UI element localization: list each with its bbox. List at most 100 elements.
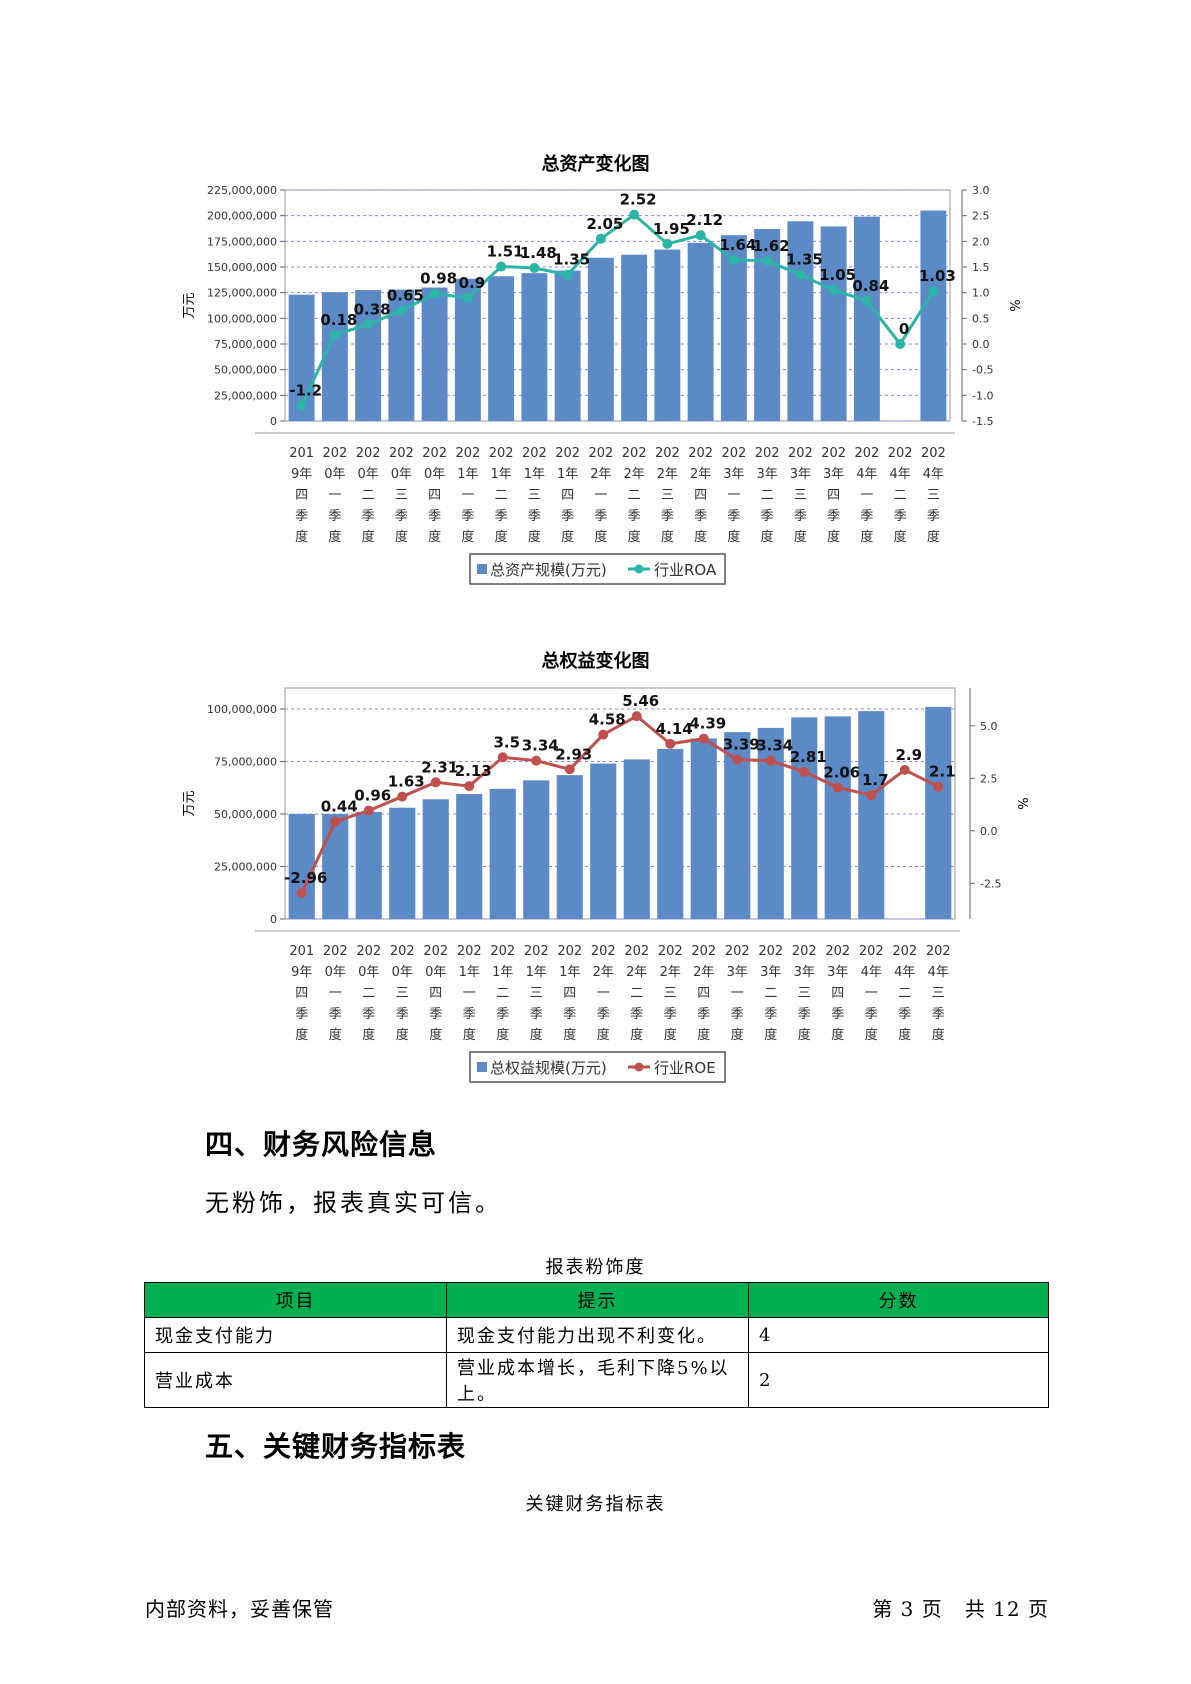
x-axis-tick-label-line: 季 xyxy=(395,509,408,524)
data-label: 1.7 xyxy=(862,771,889,789)
x-axis-tick-label-line: 202 xyxy=(524,944,549,959)
cell-item: 现金支付能力 xyxy=(144,1317,447,1353)
x-axis-tick-label-line: 季 xyxy=(329,1007,342,1022)
bar xyxy=(920,210,947,421)
left-axis-tick-label: 0 xyxy=(270,913,277,926)
x-axis-tick-label: 202 3年一季度 xyxy=(725,944,750,1043)
x-axis-tick-label-line: 季 xyxy=(794,509,807,524)
x-axis-tick-label-line: 1年 xyxy=(526,965,547,980)
data-label: 0.65 xyxy=(387,287,424,305)
series-point xyxy=(828,285,839,296)
x-axis-tick-label-line: 202 xyxy=(854,446,879,461)
x-axis-tick-label: 202 2年一季度 xyxy=(591,944,616,1043)
x-axis-tick-label-line: 度 xyxy=(661,529,674,545)
x-axis-tick-label-line: 0年 xyxy=(357,467,378,482)
x-axis-tick-label-line: 度 xyxy=(528,529,541,545)
assets-chart-title: 总资产变化图 xyxy=(541,154,650,175)
x-axis-tick-label-line: 季 xyxy=(831,1007,844,1022)
x-axis-tick-label: 202 0年三季度 xyxy=(390,944,415,1043)
series-point xyxy=(762,255,773,266)
x-axis-tick-label-line: 1年 xyxy=(524,467,545,482)
x-axis-tick-label-line: 四 xyxy=(429,986,442,1001)
x-axis-tick-label-line: 三 xyxy=(927,488,940,503)
x-axis-tick-label-line: 二 xyxy=(898,986,911,1001)
x-axis-tick-label-line: 四 xyxy=(295,488,308,503)
x-axis-tick-label-line: 3年 xyxy=(823,467,844,482)
data-label: 3.5 xyxy=(493,733,520,751)
x-axis-tick-label-line: 季 xyxy=(697,1007,710,1022)
data-label: 3.34 xyxy=(756,737,793,755)
left-axis-tick-label: 75,000,000 xyxy=(214,338,277,351)
x-axis-tick-label-line: 0年 xyxy=(424,467,445,482)
section4-text: 无粉饰，报表真实可信。 xyxy=(205,1189,502,1217)
x-axis-tick-label-line: 一 xyxy=(461,488,474,503)
x-axis-tick-label-line: 一 xyxy=(597,986,610,1001)
left-axis-tick-label: 50,000,000 xyxy=(214,364,277,377)
x-axis-tick-label-line: 四 xyxy=(831,986,844,1001)
bar xyxy=(587,257,614,421)
left-axis-tick-label: 200,000,000 xyxy=(207,210,277,223)
left-axis-tick-label: 50,000,000 xyxy=(214,808,277,821)
right-axis-tick-label: 0.5 xyxy=(972,312,990,325)
x-axis-tick-label-line: 202 xyxy=(557,944,582,959)
x-axis-tick-label-line: 季 xyxy=(798,1007,811,1022)
x-axis-tick-label-line: 1年 xyxy=(457,467,478,482)
series-line xyxy=(300,212,935,407)
x-axis-tick-label-line: 季 xyxy=(761,509,774,524)
x-axis-tick-label-line: 度 xyxy=(463,1027,476,1043)
x-axis-tick-label-line: 一 xyxy=(594,488,607,503)
x-axis-tick-label-line: 度 xyxy=(831,1027,844,1043)
x-axis-tick-label-line: 201 xyxy=(289,944,314,959)
series-point xyxy=(296,400,307,411)
x-axis-tick-label-line: 四 xyxy=(563,986,576,1001)
key-indicators-caption: 关键财务指标表 xyxy=(525,1494,666,1515)
x-axis-tick-label-line: 度 xyxy=(697,1027,710,1043)
x-axis-tick-label-line: 202 xyxy=(622,446,647,461)
x-axis-tick-label-line: 度 xyxy=(894,529,907,545)
series-point xyxy=(928,286,939,297)
series-point xyxy=(429,288,440,299)
x-axis-tick-label-line: 202 xyxy=(522,446,547,461)
x-axis-tick-label-line: 季 xyxy=(594,509,607,524)
right-axis-label: % xyxy=(1006,299,1021,311)
table-row: 营业成本 营业成本增长，毛利下降5%以上。 2 xyxy=(144,1352,1049,1408)
bar xyxy=(623,759,650,919)
x-axis-tick-label-line: 三 xyxy=(395,488,408,503)
data-label: 1.48 xyxy=(520,244,557,262)
bar xyxy=(521,273,548,421)
x-axis-tick-label-line: 二 xyxy=(628,488,641,503)
x-axis-tick-label-line: 季 xyxy=(664,1007,677,1022)
legend-bar-label: 总权益规模(万元) xyxy=(490,1059,607,1077)
left-axis-tick-label: 225,000,000 xyxy=(207,184,277,197)
x-axis-tick-label-line: 度 xyxy=(563,1027,576,1043)
bar xyxy=(554,270,581,421)
x-axis-tick-label-line: 季 xyxy=(328,509,341,524)
x-axis-tick-label-line: 202 xyxy=(389,446,414,461)
legend-line-label: 行业ROE xyxy=(654,1059,716,1077)
x-axis-tick-label-line: 4年 xyxy=(856,467,877,482)
x-axis-tick-label-line: 度 xyxy=(860,529,873,545)
left-axis-tick-label: 175,000,000 xyxy=(207,235,277,248)
bar xyxy=(422,799,449,919)
series-point xyxy=(695,230,706,241)
bar xyxy=(858,711,885,919)
x-axis-tick-label-line: 季 xyxy=(362,509,375,524)
x-axis-tick-label: 201 9年四季度 xyxy=(289,944,314,1043)
x-axis-tick-label: 202 1年一季度 xyxy=(455,446,480,545)
series-point xyxy=(397,791,408,802)
x-axis-tick-label-line: 3年 xyxy=(794,965,815,980)
bar xyxy=(853,216,880,421)
x-axis-tick-label-line: 三 xyxy=(794,488,807,503)
data-label: 3.34 xyxy=(522,737,559,755)
x-axis-tick-label: 202 4年三季度 xyxy=(921,446,946,545)
equity-chart-title: 总权益变化图 xyxy=(541,651,650,672)
bar xyxy=(690,738,717,919)
x-axis-tick-label-line: 2年 xyxy=(593,965,614,980)
x-axis-tick-label-line: 202 xyxy=(624,944,649,959)
left-axis-tick-label: 25,000,000 xyxy=(214,389,277,402)
x-axis-tick-label-line: 度 xyxy=(794,529,807,545)
x-axis-tick-label-line: 度 xyxy=(594,529,607,545)
data-label: 2.52 xyxy=(620,191,657,209)
series-point xyxy=(598,729,609,740)
right-axis-tick-label: 5.0 xyxy=(980,720,998,733)
